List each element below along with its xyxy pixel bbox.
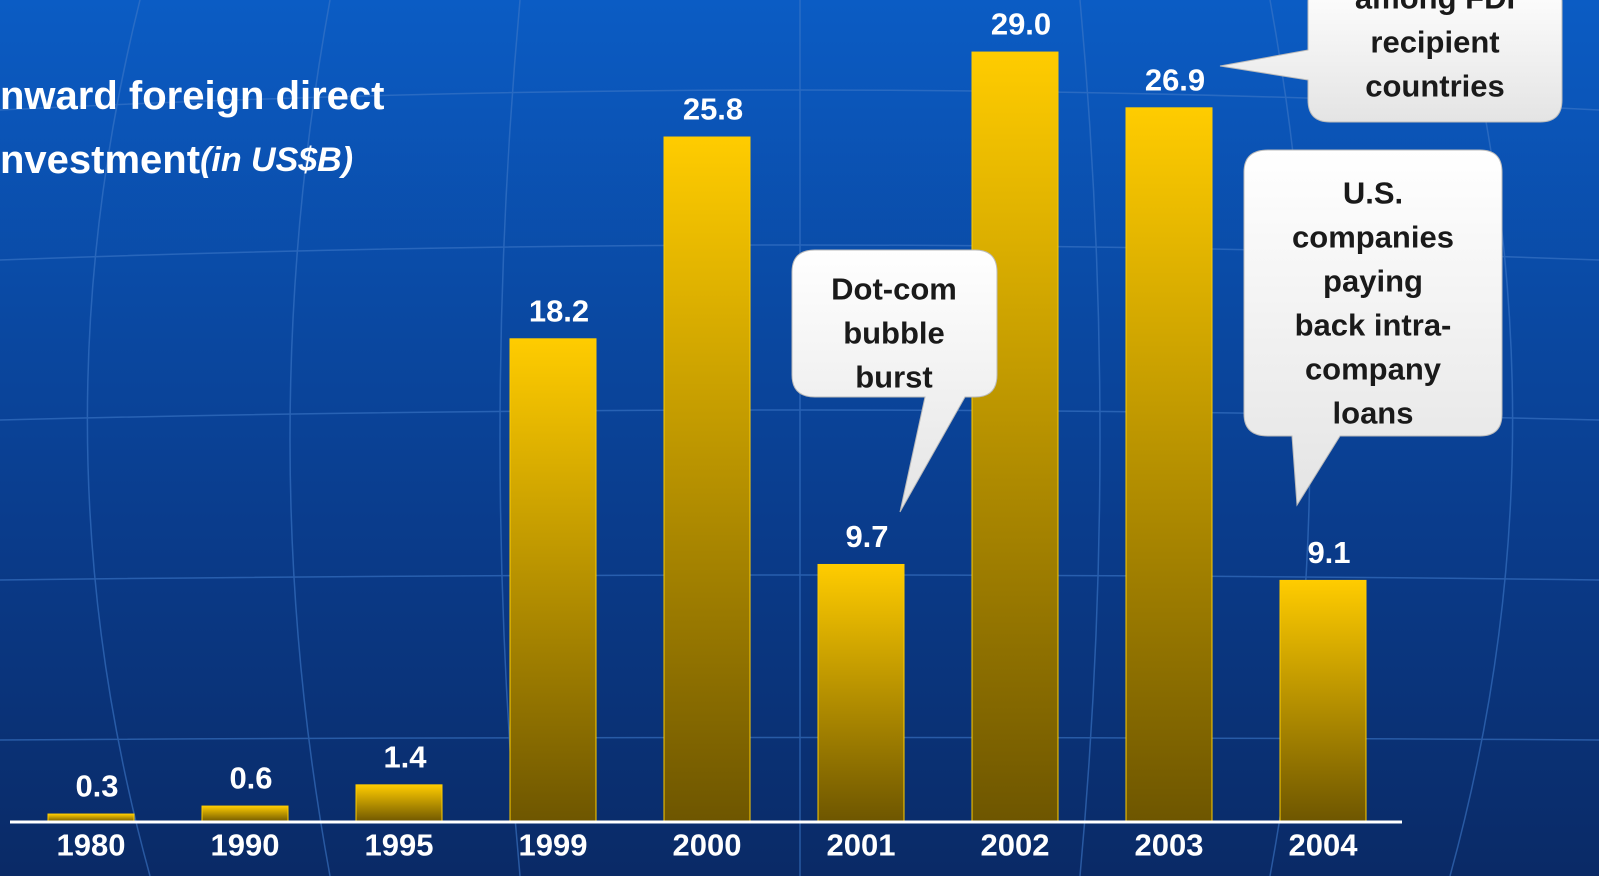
chart-title: nvestment xyxy=(0,138,200,182)
callouts xyxy=(791,0,1563,513)
x-tick-label: 1980 xyxy=(57,828,126,863)
bar xyxy=(201,805,289,823)
annotation: company xyxy=(1305,352,1442,387)
bar xyxy=(817,563,905,823)
value-label: 1.4 xyxy=(383,739,427,774)
x-tick-label: 1995 xyxy=(365,828,434,863)
value-label: 0.6 xyxy=(229,761,272,796)
x-tick-label: 2001 xyxy=(827,828,896,863)
bar xyxy=(971,51,1059,823)
chart-title: nvestment(in US$B) xyxy=(0,138,353,182)
x-tick-label: 2004 xyxy=(1289,828,1359,863)
annotation: burst xyxy=(855,360,933,395)
annotation: companies xyxy=(1292,220,1454,255)
bars xyxy=(47,51,1367,823)
annotation: countries xyxy=(1365,69,1505,104)
value-label: 29.0 xyxy=(991,7,1051,42)
value-label: 26.9 xyxy=(1145,62,1205,97)
annotation: U.S. xyxy=(1343,176,1403,211)
annotation: paying xyxy=(1323,264,1423,299)
annotation: recipient xyxy=(1370,25,1499,60)
annotation: among FDI xyxy=(1355,0,1515,16)
annotation: Dot-com xyxy=(831,272,957,307)
bar xyxy=(509,338,597,823)
x-tick-label: 2002 xyxy=(981,828,1050,863)
x-tick-label: 2003 xyxy=(1135,828,1204,863)
chart-title: nward foreign direct xyxy=(0,74,385,118)
value-label: 25.8 xyxy=(683,92,743,127)
unit: (in US$B) xyxy=(200,141,353,179)
callout xyxy=(1219,0,1563,123)
bar xyxy=(355,784,443,823)
annotations: among FDI recipient countries Dot-com bubble… xyxy=(831,0,1515,431)
bar xyxy=(1279,579,1367,823)
value-label: 9.7 xyxy=(845,519,888,554)
annotation: loans xyxy=(1333,396,1414,431)
value-label: 0.3 xyxy=(75,769,118,804)
bar xyxy=(1125,107,1213,823)
callout xyxy=(1243,149,1503,507)
value-label: 18.2 xyxy=(529,293,589,328)
value-label: 9.1 xyxy=(1307,535,1350,570)
bar xyxy=(663,136,751,823)
x-tick-label: 1999 xyxy=(519,828,588,863)
x-tick-label: 1990 xyxy=(211,828,280,863)
callout xyxy=(791,249,998,513)
annotation: bubble xyxy=(843,316,945,351)
annotation: back intra- xyxy=(1295,308,1452,343)
x-tick-label: 2000 xyxy=(673,828,742,863)
